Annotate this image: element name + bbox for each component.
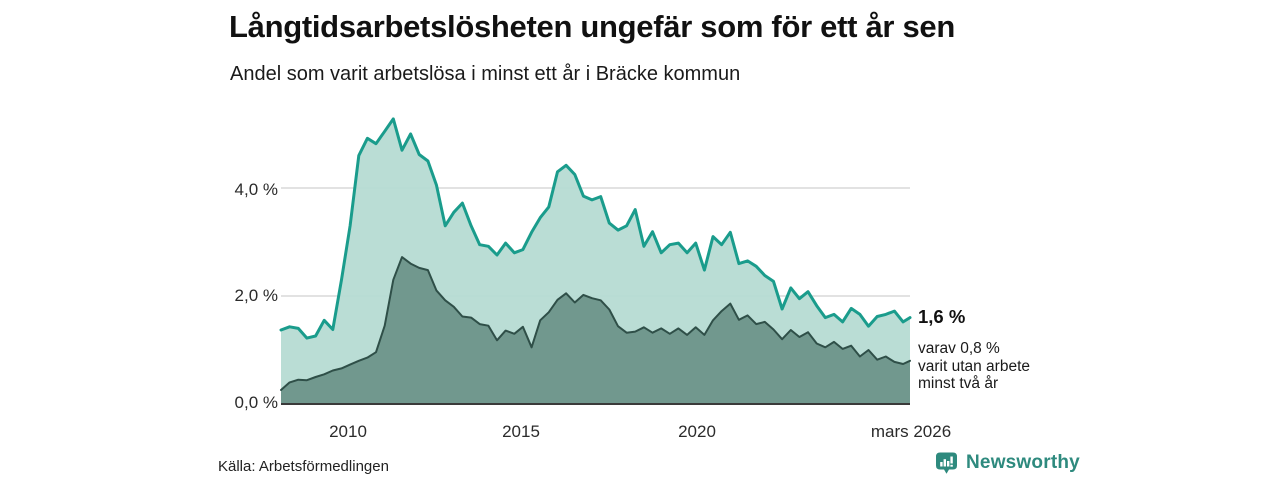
annotation-line-2: varit utan arbete [918, 357, 1031, 375]
chart-subtitle: Andel som varit arbetslösa i minst ett å… [230, 63, 741, 85]
newsworthy-logo-text: Newsworthy [966, 452, 1080, 473]
end-value-label-two-years: varav 0,8 % varit utan arbete minst två … [918, 340, 1030, 393]
line-minst-ett-ar [279, 117, 912, 340]
newsworthy-barchart-badge-icon [936, 452, 957, 474]
y-axis-tick-0: 0,0 % [234, 393, 278, 412]
y-axis-tick-2: 2,0 % [234, 286, 278, 305]
x-axis-tick-mars-2026: mars 2026 [870, 422, 952, 441]
area-fill-minst-tva-ar [281, 257, 910, 404]
area-fill-minst-ett-ar [281, 118, 910, 405]
y-axis-tick-4: 4,0 % [234, 180, 278, 199]
x-axis-tick-2015: 2015 [502, 422, 540, 441]
annotation-line-3: minst två år [918, 375, 999, 392]
newsworthy-logo: Newsworthy [934, 450, 1080, 476]
chart-title: Långtidsarbetslösheten ungefär som för e… [229, 9, 956, 44]
end-value-label-total: 1,6 % [918, 306, 966, 327]
x-axis-tick-2010: 2010 [329, 422, 367, 441]
x-axis-tick-2020: 2020 [678, 422, 716, 441]
annotation-line-1: varav 0,8 % [918, 340, 1000, 357]
line-minst-tva-ar [280, 256, 911, 391]
source-caption: Källa: Arbetsförmedlingen [218, 458, 389, 475]
